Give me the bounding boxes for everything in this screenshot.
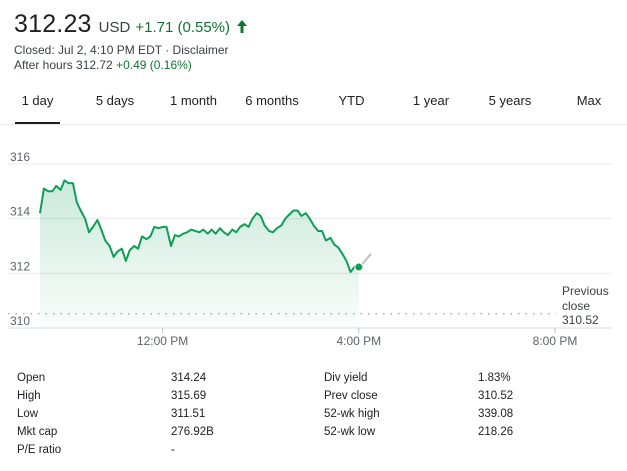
tab-max[interactable]: Max xyxy=(576,93,602,108)
price-row: 312.23 USD +1.71 (0.55%) xyxy=(14,10,248,42)
tab-1-month[interactable]: 1 month xyxy=(170,93,217,108)
price-line xyxy=(39,179,359,273)
stat-value-52wk-low: 218.26 xyxy=(478,426,514,438)
current-price: 312.23 xyxy=(14,10,92,38)
range-tabs: 1 day 5 days 1 month 6 months YTD 1 year… xyxy=(0,85,627,125)
disclaimer-link[interactable]: Disclaimer xyxy=(172,43,229,57)
stat-label-52wk-low: 52-wk low xyxy=(324,426,376,438)
stat-label-prev-close: Prev close xyxy=(324,390,378,402)
stat-label-mkt-cap: Mkt cap xyxy=(17,426,58,438)
stat-value-prev-close: 310.52 xyxy=(478,390,514,402)
stat-label-open: Open xyxy=(17,372,46,384)
y-tick-label: 314 xyxy=(10,205,30,219)
stat-label-div-yield: Div yield xyxy=(324,372,368,384)
previous-close-text-1: Previous xyxy=(562,284,609,298)
close-point xyxy=(354,262,364,272)
tab-5-years[interactable]: 5 years xyxy=(488,93,532,108)
previous-close-label: Previous close 310.52 xyxy=(562,284,609,328)
stat-label-low: Low xyxy=(17,408,39,420)
previous-close-text-2: close xyxy=(562,298,591,313)
x-tick-label: 12:00 PM xyxy=(137,334,188,348)
y-tick-label: 312 xyxy=(10,259,30,273)
closed-text: Closed: Jul 2, 4:10 PM EDT xyxy=(14,43,162,57)
tab-1-day[interactable]: 1 day xyxy=(15,85,60,125)
previous-close-value: 310.52 xyxy=(562,313,599,327)
price-chart: 316 314 312 310 12:00 PM 4:00 PM 8:00 PM xyxy=(8,150,612,348)
stat-value-open: 314.24 xyxy=(171,372,207,384)
tab-1-year[interactable]: 1 year xyxy=(412,93,450,108)
stat-value-mkt-cap: 276.92B xyxy=(171,426,214,438)
tab-5-days[interactable]: 5 days xyxy=(95,93,135,108)
after-hours-info: After hours 312.72 +0.49 (0.16%) xyxy=(14,58,248,73)
stat-label-pe-ratio: P/E ratio xyxy=(17,444,62,456)
price-area xyxy=(40,180,359,328)
up-arrow-icon xyxy=(237,20,247,33)
closed-info: Closed: Jul 2, 4:10 PM EDT · Disclaimer xyxy=(14,43,248,58)
tabs-divider xyxy=(0,124,627,125)
y-tick-label: 316 xyxy=(10,150,30,164)
after-hours-change: +0.49 (0.16%) xyxy=(116,58,192,72)
x-tick-label: 8:00 PM xyxy=(533,334,578,348)
tab-6-months[interactable]: 6 months xyxy=(245,93,299,108)
y-tick-label: 310 xyxy=(10,314,30,328)
price-change: +1.71 (0.55%) xyxy=(135,19,230,36)
quote-header: 312.23 USD +1.71 (0.55%) Closed: Jul 2, … xyxy=(14,10,248,73)
stat-value-high: 315.69 xyxy=(171,390,207,402)
after-hours-label: After hours 312.72 xyxy=(14,58,113,72)
stat-value-low: 311.51 xyxy=(171,408,206,420)
meta-separator: · xyxy=(165,43,170,57)
stat-value-pe-ratio: - xyxy=(171,444,175,456)
stat-value-div-yield: 1.83% xyxy=(478,372,511,384)
currency: USD xyxy=(98,19,131,36)
stat-label-high: High xyxy=(17,390,41,402)
stat-value-52wk-high: 339.08 xyxy=(478,408,514,420)
tab-ytd[interactable]: YTD xyxy=(338,93,365,108)
stat-label-52wk-high: 52-wk high xyxy=(324,408,380,420)
x-tick-label: 4:00 PM xyxy=(336,334,381,348)
